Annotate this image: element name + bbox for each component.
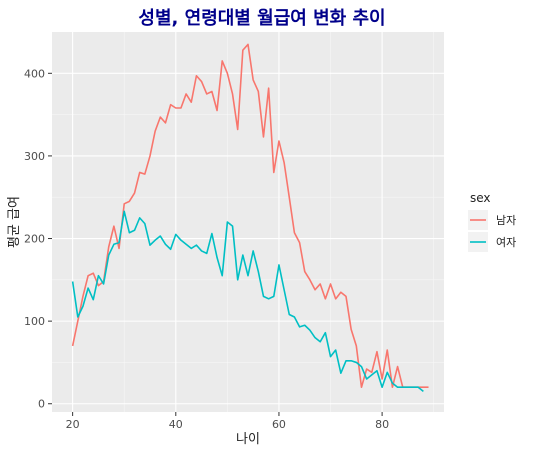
y-tick-label: 0: [38, 398, 45, 411]
x-tick-label: 60: [272, 418, 286, 431]
legend-title: sex: [470, 191, 491, 205]
plot-panel: [52, 32, 444, 412]
y-axis-title: 평균 급여: [7, 196, 22, 248]
y-tick-label: 400: [24, 67, 45, 80]
x-tick-label: 80: [375, 418, 389, 431]
chart-title: 성별, 연령대별 월급여 변화 추이: [138, 8, 385, 29]
x-axis-title: 나이: [236, 432, 260, 447]
y-tick-label: 300: [24, 150, 45, 163]
y-tick-label: 100: [24, 315, 45, 328]
y-tick-label: 200: [24, 233, 45, 246]
x-tick-label: 40: [169, 418, 183, 431]
x-tick-label: 20: [66, 418, 80, 431]
legend-item: 여자: [468, 232, 516, 252]
legend-item: 남자: [468, 210, 516, 230]
legend-label: 남자: [496, 214, 516, 227]
legend-label: 여자: [496, 236, 516, 249]
